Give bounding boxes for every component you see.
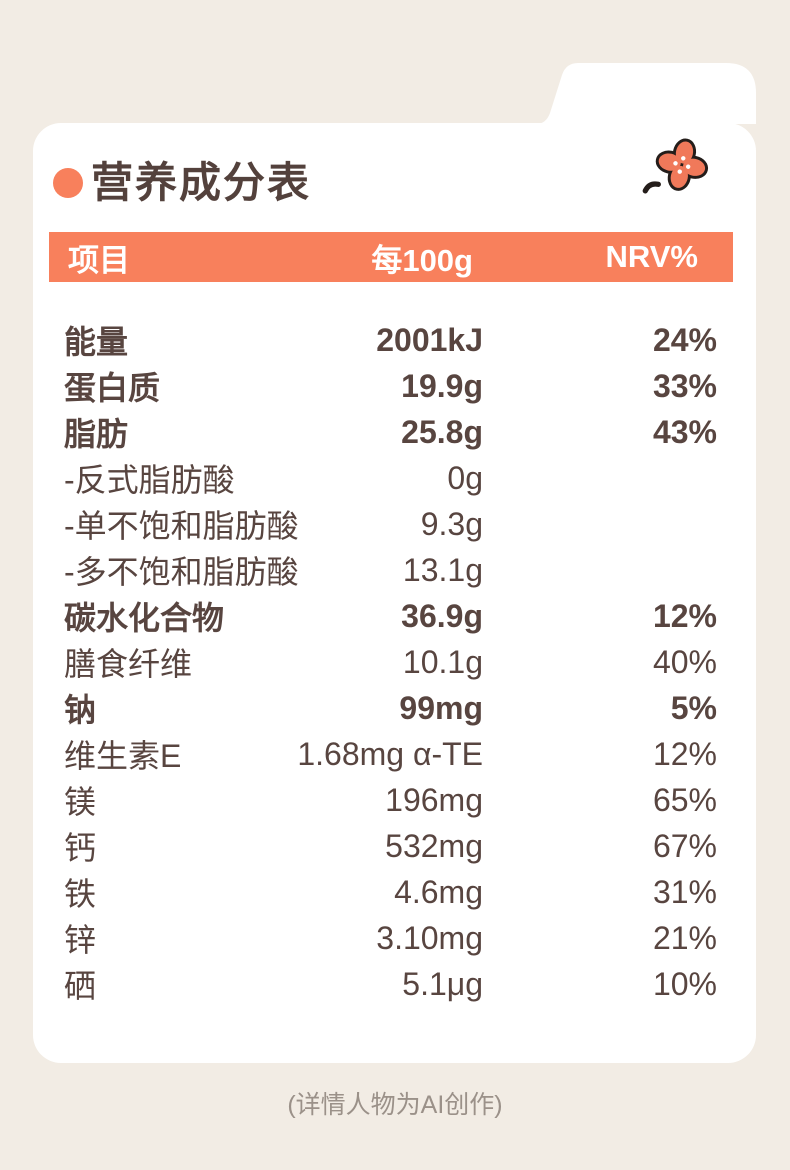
row-name: 锌 — [64, 922, 97, 958]
row-name: -多不饱和脂肪酸 — [64, 554, 299, 590]
table-row: 蛋白质 19.9g 33% — [64, 363, 717, 409]
row-nrv: 31% — [652, 873, 717, 910]
row-name: 镁 — [64, 784, 97, 820]
row-name: 碳水化合物 — [64, 600, 225, 636]
row-value: 99mg — [399, 689, 483, 726]
row-nrv: 12% — [652, 597, 717, 634]
table-row: 钠 99mg 5% — [64, 685, 717, 731]
row-value: 1.68mg α-TE — [297, 735, 483, 772]
table-row: 膳食纤维 10.1g 40% — [64, 639, 717, 685]
row-value: 19.9g — [401, 367, 483, 404]
row-name: 铁 — [64, 876, 97, 912]
row-value: 9.3g — [420, 505, 483, 542]
row-nrv: 65% — [652, 781, 717, 818]
row-nrv: 43% — [652, 413, 717, 450]
table-row: 钙 532mg 67% — [64, 823, 717, 869]
row-name: 维生素E — [64, 738, 182, 774]
table-row: 维生素E 1.68mg α-TE 12% — [64, 731, 717, 777]
card-top-tab — [536, 63, 756, 124]
row-value: 36.9g — [401, 597, 483, 634]
table-row: 能量 2001kJ 24% — [64, 317, 717, 363]
row-nrv: 33% — [652, 367, 717, 404]
table-row: 碳水化合物 36.9g 12% — [64, 593, 717, 639]
row-value: 196mg — [385, 781, 483, 818]
row-nrv: 21% — [652, 919, 717, 956]
flower-icon — [642, 138, 709, 194]
row-nrv: 5% — [670, 689, 717, 726]
header-item: 项目 — [68, 242, 130, 278]
row-value: 5.1μg — [402, 965, 483, 1002]
nutrition-card: 营养成分表 项目 每100g NRV% 能量 2001kJ 24% 蛋白质 19.9g 3… — [33, 63, 756, 1063]
table-row: -单不饱和脂肪酸 9.3g — [64, 501, 717, 547]
row-name: 能量 — [64, 324, 129, 360]
row-value: 0g — [447, 459, 483, 496]
row-value: 25.8g — [401, 413, 483, 450]
table-row: -多不饱和脂肪酸 13.1g — [64, 547, 717, 593]
table-row: 硒 5.1μg 10% — [64, 961, 717, 1007]
row-nrv: 12% — [652, 735, 717, 772]
row-value: 4.6mg — [394, 873, 483, 910]
row-name: 脂肪 — [64, 416, 129, 452]
nutrition-rows: 能量 2001kJ 24% 蛋白质 19.9g 33% 脂肪 25.8g 43% -反式脂肪酸 0g… — [33, 317, 756, 1007]
row-nrv: 67% — [652, 827, 717, 864]
row-name: 钠 — [64, 692, 97, 728]
table-row: 锌 3.10mg 21% — [64, 915, 717, 961]
row-value: 532mg — [385, 827, 483, 864]
header-per100g: 每100g — [371, 242, 473, 278]
table-row: -反式脂肪酸 0g — [64, 455, 717, 501]
header-nrv: NRV% — [605, 239, 698, 274]
row-nrv: 40% — [652, 643, 717, 680]
row-name: 钙 — [64, 830, 97, 866]
title-row: 营养成分表 — [33, 123, 756, 209]
row-nrv: 10% — [652, 965, 717, 1002]
row-value: 10.1g — [402, 643, 483, 680]
table-row: 镁 196mg 65% — [64, 777, 717, 823]
row-nrv: 24% — [652, 321, 717, 358]
footer-note: (详情人物为AI创作) — [287, 1091, 503, 1119]
table-row: 脂肪 25.8g 43% — [64, 409, 717, 455]
table-header: 项目 每100g NRV% — [49, 232, 733, 282]
row-name: 硒 — [64, 968, 97, 1004]
row-name: 膳食纤维 — [64, 646, 193, 682]
page-title: 营养成分表 — [91, 159, 312, 206]
row-name: 蛋白质 — [64, 370, 161, 406]
row-name: -反式脂肪酸 — [64, 462, 235, 498]
row-name: -单不饱和脂肪酸 — [64, 508, 299, 544]
table-row: 铁 4.6mg 31% — [64, 869, 717, 915]
row-value: 2001kJ — [376, 321, 483, 358]
row-value: 3.10mg — [376, 919, 483, 956]
row-value: 13.1g — [402, 551, 483, 588]
bullet-dot-icon — [53, 168, 83, 198]
